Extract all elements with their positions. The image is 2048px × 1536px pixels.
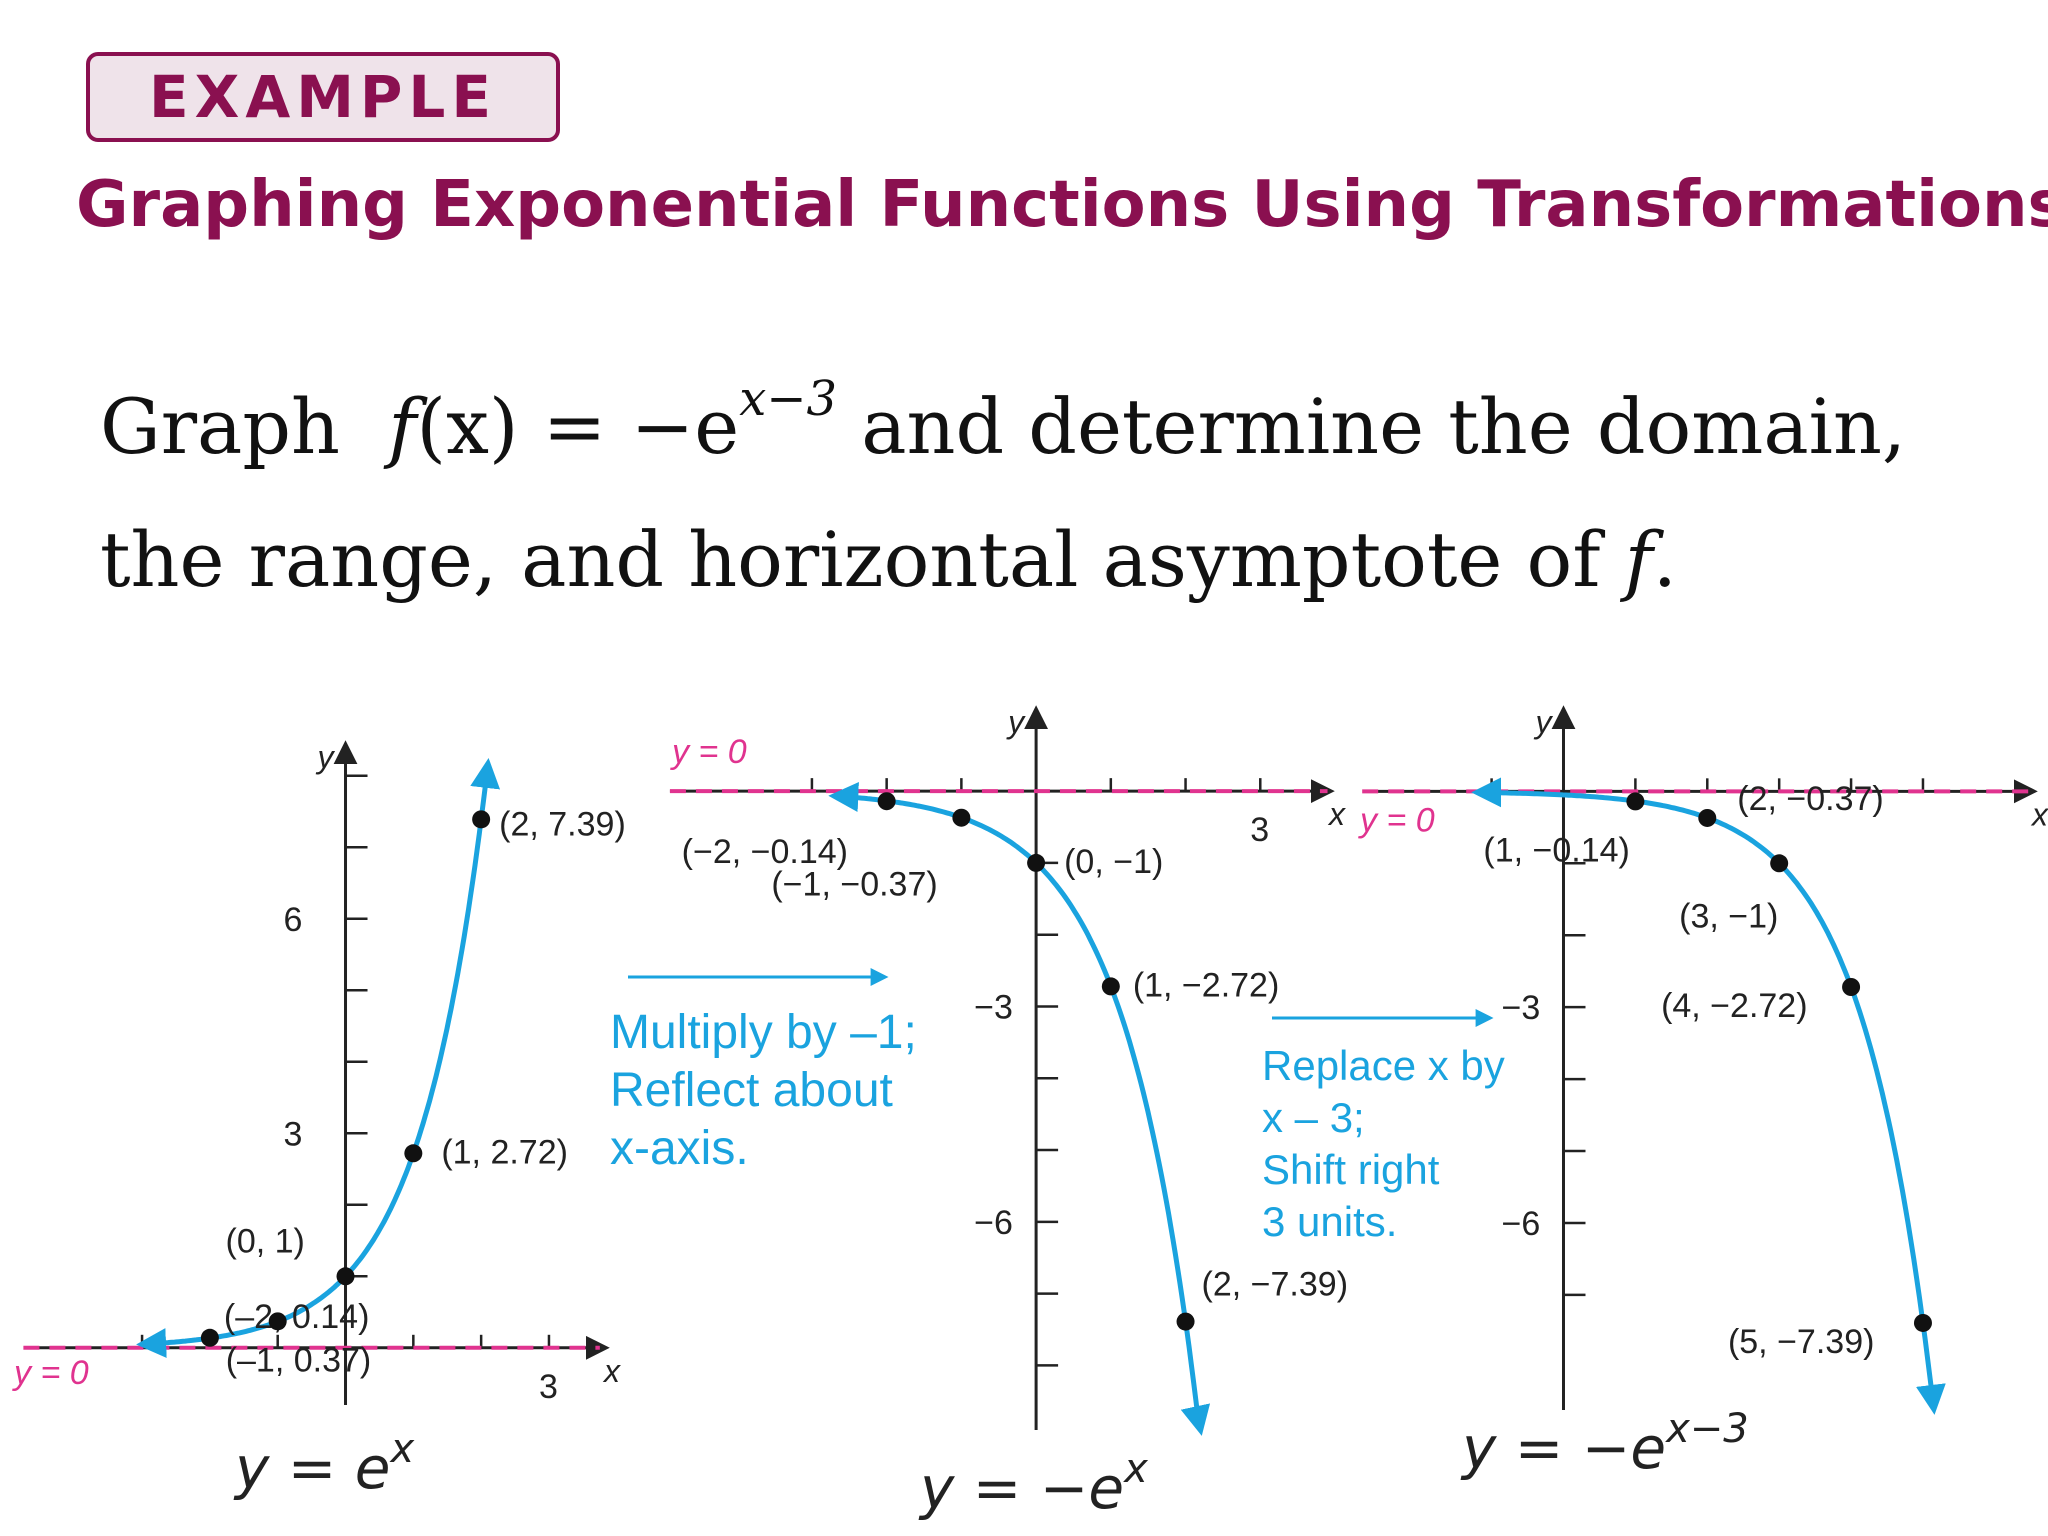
- data-point: [1626, 792, 1645, 811]
- y-axis-label: y: [316, 739, 336, 775]
- plot-1: x y 3 3 6 y = 0 (–2, 0.14) (–1, 0.37) (0, 1) (1, …: [12, 739, 626, 1502]
- data-point: [404, 1144, 423, 1163]
- asymptote-label: y = 0: [670, 733, 747, 771]
- asymptote-label: y = 0: [12, 1354, 89, 1392]
- data-point: [336, 1267, 355, 1286]
- problem-period: .: [1652, 515, 1677, 604]
- data-point: [1842, 978, 1861, 996]
- x-axis-label: x: [1327, 796, 1346, 832]
- data-point: [1770, 854, 1789, 873]
- transform-text-line: Reflect about: [610, 1064, 893, 1117]
- point-label: (–2, 0.14): [224, 1298, 370, 1336]
- data-point: [200, 1328, 219, 1347]
- problem-word-graph: Graph: [100, 382, 340, 471]
- data-point: [1698, 808, 1717, 827]
- example-badge: EXAMPLE: [86, 52, 560, 142]
- graph-caption: y = −ex−3: [1460, 1406, 1749, 1482]
- data-point: [472, 810, 491, 829]
- transform-text-line: Multiply by –1;: [610, 1006, 917, 1059]
- point-label: (−2, −0.14): [682, 833, 848, 871]
- x-axis-label: x: [602, 1353, 621, 1389]
- problem-statement-line-1: Graph f(x) = −ex−3 and determine the dom…: [100, 375, 1907, 471]
- data-point: [877, 792, 896, 811]
- y-tick-label: −6: [974, 1204, 1013, 1242]
- point-label: (2, 7.39): [499, 805, 626, 843]
- point-label: (2, −0.37): [1737, 780, 1883, 818]
- x-tick-label: 3: [1250, 811, 1269, 849]
- data-point: [1913, 1313, 1932, 1332]
- point-label: (–1, 0.37): [226, 1341, 372, 1379]
- y-tick-label: −6: [1501, 1205, 1540, 1243]
- transformation-step-2: Replace x by x – 3; Shift right 3 units.: [1262, 1009, 1505, 1245]
- problem-func-arg: (x): [416, 382, 519, 471]
- transform-text-line: Replace x by: [1262, 1042, 1505, 1089]
- problem-text-tail: and determine the domain,: [837, 382, 1907, 471]
- point-label: (−1, −0.37): [771, 866, 937, 904]
- x-tick-label: 3: [539, 1368, 558, 1406]
- data-point: [952, 808, 971, 827]
- point-label: (3, −1): [1679, 897, 1778, 935]
- problem-exponent: x−3: [739, 371, 838, 427]
- point-label: (1, −0.14): [1483, 831, 1629, 869]
- point-label: (2, −7.39): [1202, 1266, 1348, 1304]
- data-point: [1176, 1312, 1195, 1331]
- problem-f: f: [1624, 515, 1653, 604]
- transform-text-line: x – 3;: [1262, 1094, 1365, 1141]
- transform-text-line: Shift right: [1262, 1146, 1440, 1193]
- problem-line-2-text: the range, and horizontal asymptote of: [100, 515, 1625, 604]
- point-label: (1, 2.72): [441, 1133, 568, 1171]
- graph-caption: y = −ex: [918, 1446, 1148, 1522]
- function-curve: [1471, 777, 1946, 1415]
- plot-3: x y −3 −6 y = 0 (1, −0.14) (2, −0.37) (3, −1) (4…: [1358, 704, 2048, 1482]
- y-tick-label: 6: [284, 901, 303, 939]
- y-tick-label: −3: [1501, 989, 1540, 1027]
- problem-func-rhs: = −e: [518, 382, 740, 471]
- point-label: (0, 1): [226, 1222, 305, 1260]
- y-axis-label: y: [1533, 704, 1553, 740]
- problem-func-name: f: [388, 382, 417, 471]
- point-label: (0, −1): [1064, 843, 1163, 881]
- data-point: [1027, 853, 1046, 872]
- plot-2: x y 3 −3 −6 y = 0 (−2, −0.14)(−1, −0.37) (0, −1…: [669, 704, 1348, 1522]
- graph-caption: y = ex: [233, 1426, 414, 1502]
- transform-text-line: x-axis.: [610, 1122, 749, 1175]
- data-point: [268, 1312, 287, 1331]
- point-label: (4, −2.72): [1661, 987, 1807, 1025]
- page-title: Graphing Exponential Functions Using Tra…: [76, 168, 2048, 242]
- transform-text-line: 3 units.: [1262, 1198, 1397, 1245]
- point-label: (1, −2.72): [1133, 966, 1279, 1004]
- point-label: (5, −7.39): [1728, 1323, 1874, 1361]
- y-tick-label: 3: [284, 1115, 303, 1153]
- problem-statement-line-2: the range, and horizontal asymptote of f…: [100, 515, 1677, 604]
- function-curve: [136, 757, 501, 1359]
- data-point: [1101, 977, 1120, 996]
- y-tick-label: −3: [974, 988, 1013, 1026]
- x-axis-label: x: [2030, 796, 2048, 832]
- y-axis-label: y: [1006, 704, 1026, 740]
- example-badge-label: EXAMPLE: [148, 63, 498, 131]
- asymptote-label: y = 0: [1358, 801, 1435, 839]
